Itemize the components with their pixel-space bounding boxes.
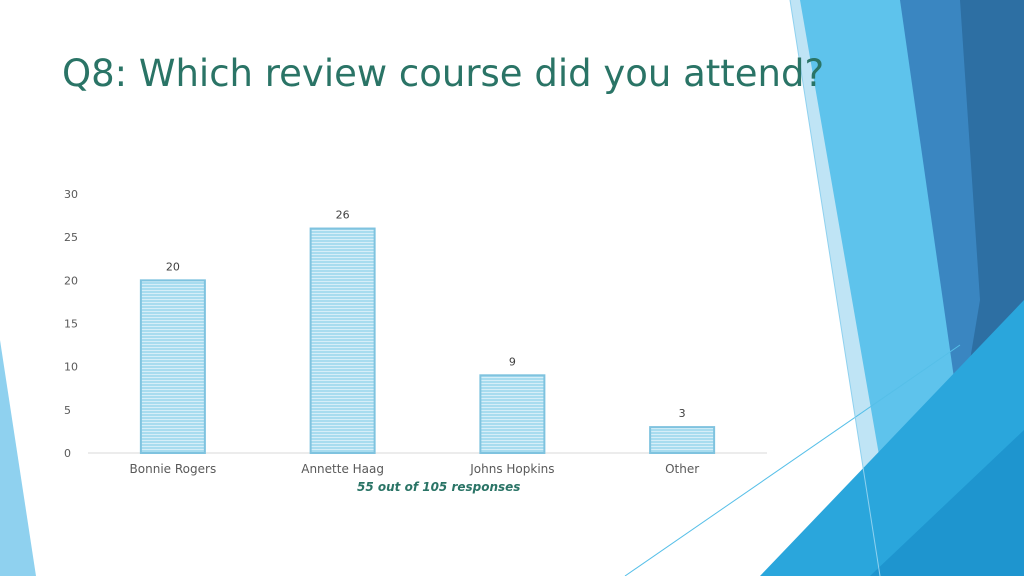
bars: 20 26 9 3: [139, 209, 716, 455]
left-edge-stripe: [0, 340, 36, 576]
right-blue-shape: [900, 0, 980, 420]
y-tick-label: 10: [64, 361, 78, 374]
bar: [139, 279, 206, 455]
x-tick-label: Johns Hopkins: [469, 462, 554, 476]
y-axis: 0 5 10 15 20 25 30: [64, 188, 78, 460]
x-tick-label: Annette Haag: [301, 462, 384, 476]
bar: [479, 374, 546, 454]
y-tick-label: 5: [64, 404, 71, 417]
y-tick-label: 15: [64, 318, 78, 331]
decor-line-vertical: [789, 0, 881, 576]
y-tick-label: 0: [64, 447, 71, 460]
x-axis-labels: Bonnie Rogers Annette Haag Johns Hopkins Ot…: [130, 462, 700, 476]
page-title: Q8: Which review course did you attend?: [62, 52, 825, 95]
decor-line-diagonal: [624, 344, 961, 576]
x-tick-label: Bonnie Rogers: [130, 462, 217, 476]
bar: [649, 426, 716, 455]
bar: [309, 227, 376, 454]
data-label: 26: [336, 209, 350, 222]
x-tick-label: Other: [665, 462, 699, 476]
y-tick-label: 30: [64, 188, 78, 201]
y-tick-label: 20: [64, 274, 78, 287]
data-label: 20: [166, 260, 180, 273]
data-label: 3: [679, 407, 686, 420]
response-count-note: 55 out of 105 responses: [357, 480, 521, 494]
y-tick-label: 25: [64, 231, 78, 244]
bottom-corner-shape: [870, 430, 1024, 576]
data-label: 9: [509, 355, 516, 368]
